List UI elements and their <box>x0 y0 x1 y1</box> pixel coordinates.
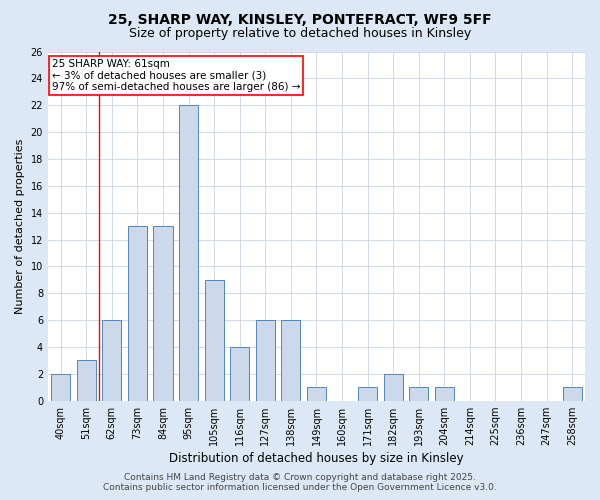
Bar <box>154 226 173 400</box>
Bar <box>77 360 96 401</box>
Bar <box>307 388 326 400</box>
Text: Contains HM Land Registry data © Crown copyright and database right 2025.
Contai: Contains HM Land Registry data © Crown c… <box>103 473 497 492</box>
Bar <box>179 105 198 401</box>
Bar <box>383 374 403 400</box>
Bar <box>102 320 121 400</box>
Bar <box>256 320 275 400</box>
Bar <box>230 347 250 401</box>
Bar <box>409 388 428 400</box>
Bar <box>128 226 147 400</box>
Bar <box>205 280 224 400</box>
Text: 25 SHARP WAY: 61sqm
← 3% of detached houses are smaller (3)
97% of semi-detached: 25 SHARP WAY: 61sqm ← 3% of detached hou… <box>52 59 300 92</box>
Bar <box>358 388 377 400</box>
Bar <box>51 374 70 400</box>
Bar <box>281 320 301 400</box>
Y-axis label: Number of detached properties: Number of detached properties <box>15 138 25 314</box>
Bar <box>435 388 454 400</box>
Text: 25, SHARP WAY, KINSLEY, PONTEFRACT, WF9 5FF: 25, SHARP WAY, KINSLEY, PONTEFRACT, WF9 … <box>108 12 492 26</box>
Bar <box>563 388 582 400</box>
X-axis label: Distribution of detached houses by size in Kinsley: Distribution of detached houses by size … <box>169 452 464 465</box>
Text: Size of property relative to detached houses in Kinsley: Size of property relative to detached ho… <box>129 28 471 40</box>
